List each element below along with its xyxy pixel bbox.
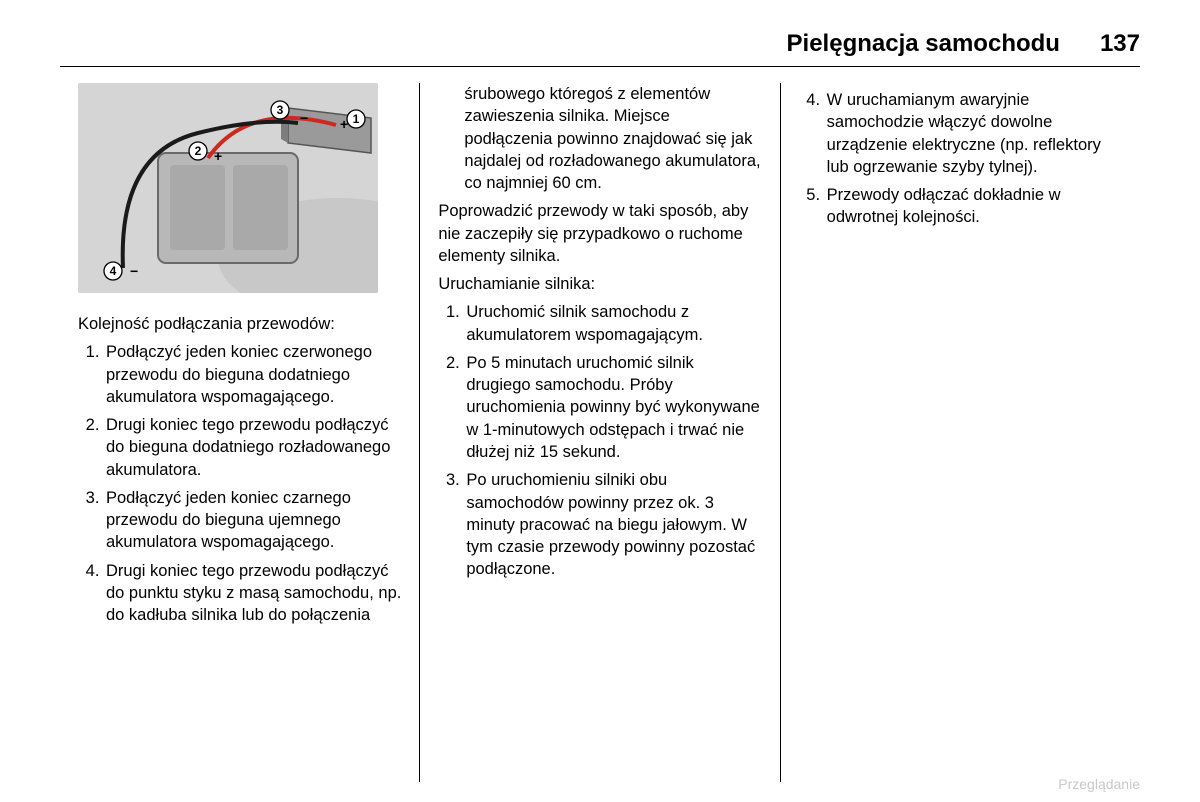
- diagram-label-4: 4: [104, 262, 122, 280]
- svg-text:+: +: [214, 148, 222, 164]
- col2-para1: Poprowadzić przewody w taki sposób, aby …: [438, 200, 761, 267]
- page-number: 137: [1100, 30, 1140, 58]
- footer-text: Przeglądanie: [1058, 776, 1140, 792]
- engine-diagram: + + − − 1 2: [78, 83, 378, 293]
- header-rule: [60, 66, 1140, 67]
- svg-text:−: −: [300, 110, 308, 126]
- svg-text:4: 4: [110, 264, 117, 278]
- list-item: Po uruchomieniu silniki obu samochodów p…: [464, 469, 761, 580]
- list-item: Drugi koniec tego przewodu podłączyć do …: [104, 414, 401, 481]
- diagram-label-3: 3: [271, 101, 289, 119]
- engine-diagram-svg: + + − − 1 2: [78, 83, 378, 293]
- list-item: W uruchamianym awaryjnie samochodzie włą…: [825, 89, 1122, 178]
- svg-text:2: 2: [195, 144, 202, 158]
- column-1: + + − − 1 2: [60, 83, 419, 782]
- svg-text:1: 1: [353, 112, 360, 126]
- svg-text:−: −: [130, 263, 138, 279]
- header-title: Pielęgnacja samochodu: [787, 30, 1060, 58]
- column-2: śrubowego któregoś z elementów zawieszen…: [419, 83, 779, 782]
- page: Pielęgnacja samochodu 137: [0, 0, 1200, 802]
- svg-text:3: 3: [277, 103, 284, 117]
- content-columns: + + − − 1 2: [60, 83, 1140, 782]
- diagram-label-1: 1: [347, 110, 365, 128]
- col1-intro: Kolejność podłączania przewodów:: [78, 313, 401, 335]
- diagram-label-2: 2: [189, 142, 207, 160]
- list-item: Podłączyć jeden koniec czarnego przewodu…: [104, 487, 401, 554]
- list-item: Podłączyć jeden koniec czerwonego przewo…: [104, 341, 401, 408]
- col3-steps: W uruchamianym awaryjnie samochodzie włą…: [799, 89, 1122, 229]
- list-item: Po 5 minutach uruchomić silnik drugiego …: [464, 352, 761, 463]
- col1-steps: Podłączyć jeden koniec czerwonego przewo…: [78, 341, 401, 626]
- page-header: Pielęgnacja samochodu 137: [60, 30, 1140, 66]
- list-item: Uruchomić silnik samochodu z akumulatore…: [464, 301, 761, 346]
- col2-continuation: śrubowego któregoś z elementów zawieszen…: [438, 83, 761, 194]
- list-item: Drugi koniec tego przewodu podłączyć do …: [104, 560, 401, 627]
- col2-heading: Uruchamianie silnika:: [438, 273, 761, 295]
- col2-steps: Uruchomić silnik samochodu z akumulatore…: [438, 301, 761, 580]
- list-item: Przewody odłączać dokładnie w odwrotnej …: [825, 184, 1122, 229]
- column-3: W uruchamianym awaryjnie samochodzie włą…: [780, 83, 1140, 782]
